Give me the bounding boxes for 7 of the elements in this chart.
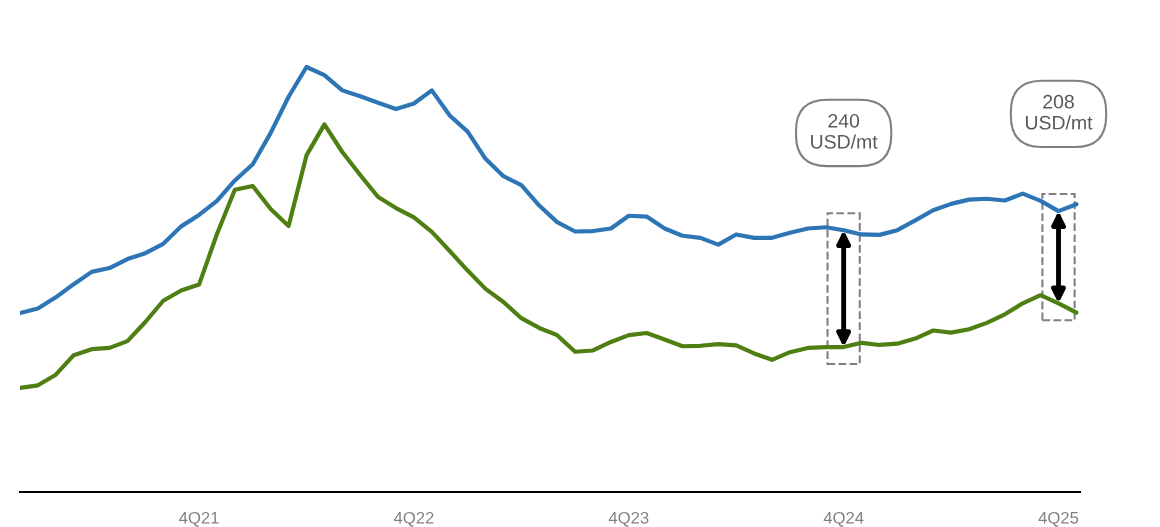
annotation: 240 USD/mt [811, 113, 878, 149]
x-tick-label: 4Q22 [393, 511, 434, 527]
x-tick-label: 4Q24 [823, 511, 864, 527]
x-tick-label: 4Q21 [179, 511, 219, 527]
x-tick-label: 4Q25 [1038, 511, 1079, 527]
annotation: 208 USD/mt [1025, 94, 1093, 130]
x-tick-label: 4Q23 [608, 511, 649, 527]
